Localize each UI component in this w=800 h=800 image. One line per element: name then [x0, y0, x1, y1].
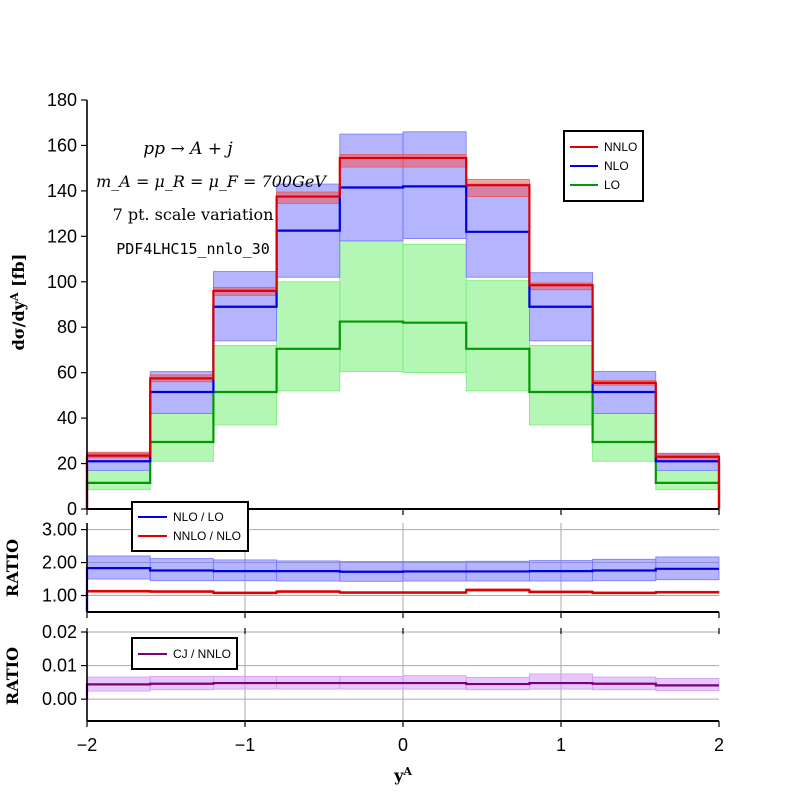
series-line-nlo — [85, 185, 721, 509]
ratio2-panel: 0.00 0.01 0.02 −2 −1 0 1 2 RATIO yA CJ / NNLO — [3, 622, 724, 785]
series-line-cj-nnlo — [85, 681, 719, 700]
y-tick-label: 0.01 — [42, 656, 77, 676]
y-tick-label: 0.00 — [42, 689, 77, 709]
main-legend: NNLO NLO LO — [563, 130, 644, 202]
uncertainty-band-nnlo — [402, 154, 467, 168]
x-tick-label: 1 — [556, 735, 566, 755]
ratio1-panel: 1.00 2.00 3.00 RATIO NLO / LO NNLO / NLO — [3, 501, 720, 618]
main-y-axis-label: dσ/dyA [fb] — [8, 254, 28, 351]
x-tick-label: 0 — [398, 735, 408, 755]
uncertainty-band-lo — [149, 413, 214, 462]
x-tick-label: −1 — [235, 735, 256, 755]
annotation-pdf-set: PDF4LHC15_nnlo_30 — [116, 240, 270, 258]
ratio1-y-axis-label: RATIO — [3, 539, 22, 597]
y-tick-label: 120 — [47, 226, 77, 246]
ratio2-legend: CJ / NNLO — [131, 637, 238, 670]
y-tick-label: 40 — [57, 408, 77, 428]
y-tick-label: 20 — [57, 454, 77, 474]
y-tick-label: 160 — [47, 135, 77, 155]
x-tick-label: −2 — [77, 735, 98, 755]
uncertainty-band-nnlo — [276, 191, 341, 204]
uncertainty-band-nnlo — [339, 154, 404, 168]
uncertainty-band-nnlo — [465, 179, 530, 197]
uncertainty-band-lo — [339, 240, 404, 372]
y-tick-label: 0.02 — [42, 622, 77, 642]
legend-cj-nnlo-label: CJ / NNLO — [173, 647, 231, 661]
annotation-masses: m_A = μ_R = μ_F = 700GeV — [96, 172, 327, 191]
legend-nnlo-label: NNLO — [604, 140, 637, 154]
series-line-lo — [85, 320, 721, 509]
ratio1-legend: NLO / LO NNLO / NLO — [131, 501, 249, 552]
series-line-nnlo — [85, 156, 721, 509]
uncertainty-band-lo — [592, 413, 657, 462]
uncertainty-band-nnlo — [529, 282, 594, 291]
annotation-process: pp → A + j — [143, 139, 233, 159]
uncertainty-band-lo — [276, 281, 341, 392]
uncertainty-band-nlo — [402, 131, 467, 240]
uncertainty-band-lo — [655, 469, 720, 491]
series-line-nnlo-nlo — [85, 588, 719, 612]
legend-nnlo-nlo-label: NNLO / NLO — [173, 529, 241, 543]
uncertainty-band-nlo — [465, 183, 530, 278]
y-tick-label: 0 — [67, 499, 77, 519]
x-axis-label: yA — [393, 765, 412, 785]
uncertainty-band-lo — [86, 469, 151, 491]
series-line-nlo-lo — [85, 567, 719, 612]
y-tick-label: 100 — [47, 272, 77, 292]
y-tick-label: 140 — [47, 181, 77, 201]
y-tick-label: 60 — [57, 363, 77, 383]
uncertainty-band-lo — [402, 243, 467, 374]
uncertainty-band-lo — [465, 280, 530, 392]
uncertainty-band-lo — [212, 344, 277, 426]
legend-nlo-lo-label: NLO / LO — [173, 510, 224, 524]
x-tick-label: 2 — [714, 735, 724, 755]
main-panel: 0 20 40 60 80 100 120 140 160 180 dσ/dyA [fb] pp … — [8, 90, 721, 519]
y-tick-label: 2.00 — [42, 553, 77, 573]
uncertainty-band-lo — [529, 344, 594, 426]
legend-nlo-label: NLO — [604, 159, 629, 173]
ratio2-y-axis-label: RATIO — [3, 647, 22, 705]
y-tick-label: 3.00 — [42, 520, 77, 540]
annotation-scale-variation: 7 pt. scale variation — [113, 205, 274, 224]
legend-lo-label: LO — [604, 178, 620, 192]
uncertainty-band-cj-nnlo — [529, 673, 594, 690]
y-tick-label: 180 — [47, 90, 77, 110]
y-tick-label: 1.00 — [42, 586, 77, 606]
y-tick-label: 80 — [57, 317, 77, 337]
